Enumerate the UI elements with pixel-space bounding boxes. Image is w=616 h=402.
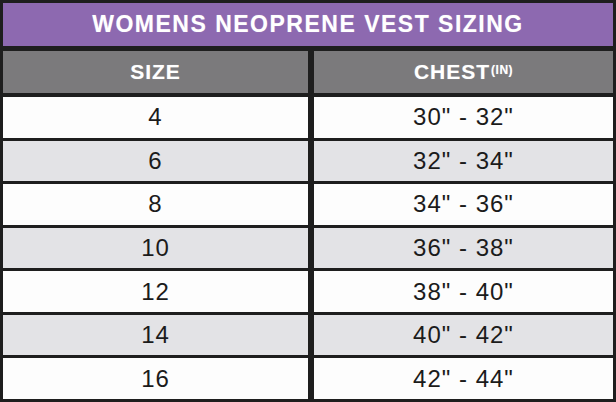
column-header-chest: CHEST(IN)	[308, 51, 613, 93]
chest-cell: 36" - 38"	[308, 228, 613, 269]
table-row: 4 30" - 32"	[3, 97, 613, 141]
table-title: WOMENS NEOPRENE VEST SIZING	[92, 11, 524, 38]
size-cell: 12	[3, 271, 308, 312]
column-header-size: SIZE	[3, 51, 308, 93]
size-cell: 8	[3, 184, 308, 225]
size-cell: 10	[3, 228, 308, 269]
table-title-bar: WOMENS NEOPRENE VEST SIZING	[3, 3, 613, 51]
size-cell: 14	[3, 315, 308, 356]
chest-cell: 42" - 44"	[308, 358, 613, 399]
chest-cell: 40" - 42"	[308, 315, 613, 356]
chest-header-label: CHEST	[414, 60, 490, 84]
table-row: 8 34" - 36"	[3, 184, 613, 228]
table-row: 12 38" - 40"	[3, 271, 613, 315]
chest-cell: 32" - 34"	[308, 141, 613, 182]
table-row: 6 32" - 34"	[3, 141, 613, 185]
size-header-label: SIZE	[130, 60, 181, 84]
size-cell: 6	[3, 141, 308, 182]
chest-unit-superscript: (IN)	[491, 63, 513, 77]
vest-sizing-table: WOMENS NEOPRENE VEST SIZING SIZE CHEST(I…	[0, 0, 616, 402]
chest-cell: 34" - 36"	[308, 184, 613, 225]
table-header-row: SIZE CHEST(IN)	[3, 51, 613, 97]
table-row: 16 42" - 44"	[3, 358, 613, 399]
size-cell: 16	[3, 358, 308, 399]
table-row: 10 36" - 38"	[3, 228, 613, 272]
size-cell: 4	[3, 97, 308, 138]
chest-cell: 38" - 40"	[308, 271, 613, 312]
table-row: 14 40" - 42"	[3, 315, 613, 359]
chest-cell: 30" - 32"	[308, 97, 613, 138]
